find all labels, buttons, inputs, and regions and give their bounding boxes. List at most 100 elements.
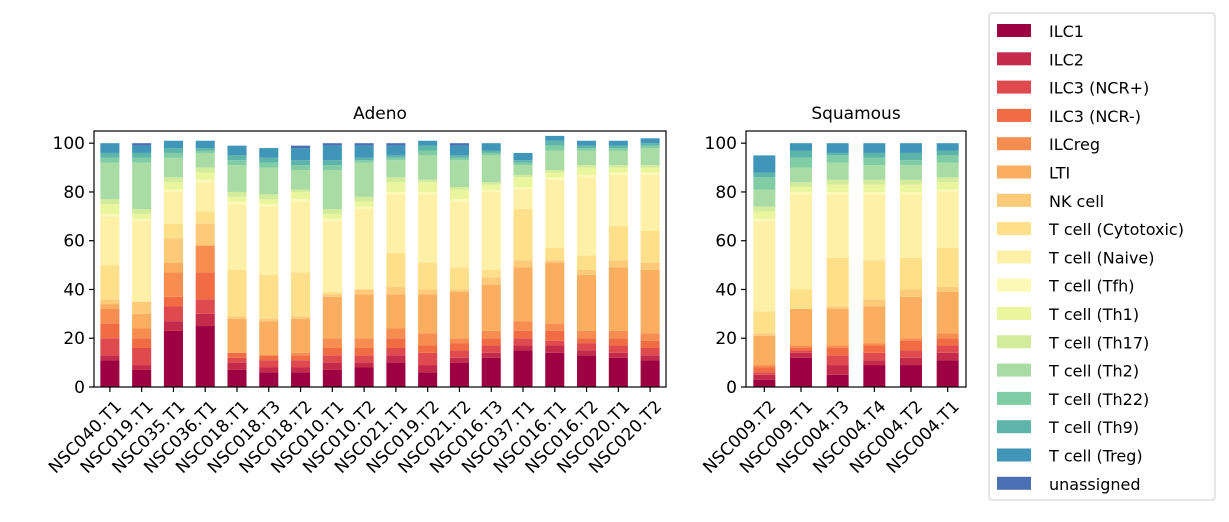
bar-segment-NSC035.T1-t-cell-th1- [163, 182, 183, 190]
y-tick-label: 100 [705, 134, 737, 154]
bar-segment-NSC037.T1-t-cell-th2- [513, 165, 533, 175]
legend-swatch-nk-cell [997, 193, 1031, 207]
bar-segment-NSC020.T1-t-cell-th2- [608, 150, 628, 166]
bar-segment-NSC020.T1-t-cell-treg- [608, 140, 628, 146]
bar-segment-NSC009.T1-ilc1 [790, 357, 812, 387]
bar-segment-NSC036.T1-t-cell-tfh- [195, 179, 215, 183]
bar-segment-NSC016.T1-t-cell-naive- [545, 179, 565, 249]
bar-segment-NSC018.T1-t-cell-cytotoxic- [227, 269, 247, 317]
bar-segment-NSC004.T4-ilc3-ncr- [863, 352, 886, 361]
bar-segment-NSC016.T2-ilc1 [577, 355, 597, 387]
bar-segment-NSC035.T1-t-cell-treg- [163, 140, 183, 149]
bar-segment-NSC016.T1-ilc2 [545, 345, 565, 353]
bar-segment-NSC004.T4-ilc2 [863, 360, 886, 366]
bar-segment-NSC016.T2-t-cell-th17- [577, 165, 597, 168]
bar-segment-NSC016.T2-t-cell-tfh- [577, 174, 597, 178]
bar-segment-NSC020.T1-nk-cell [608, 260, 628, 268]
bar-segment-NSC018.T3-ilc1 [259, 372, 279, 387]
bar-segment-NSC010.T1-ilc2 [322, 362, 342, 370]
bar-segment-NSC021.T1-ilc3-ncr- [386, 347, 406, 356]
bar-segment-NSC016.T2-ilc3-ncr- [577, 343, 597, 351]
bar-segment-NSC020.T2-t-cell-naive- [640, 174, 660, 231]
bar-segment-NSC016.T3-t-cell-th22- [481, 152, 501, 156]
bar-segment-NSC040.T1-lti [100, 304, 120, 309]
bar-segment-NSC018.T3-t-cell-th17- [259, 194, 279, 200]
bar-segment-NSC020.T2-ilc3-ncr- [640, 340, 660, 348]
bar-segment-NSC009.T2-t-cell-th17- [753, 206, 776, 212]
legend-swatch-t-cell-tfh- [997, 278, 1031, 292]
bar-segment-NSC018.T2-t-cell-cytotoxic- [291, 272, 311, 317]
bar-segment-NSC004.T2-ilc2 [900, 357, 922, 366]
bar-segment-NSC036.T1-t-cell-cytotoxic- [195, 211, 215, 224]
bar-segment-NSC035.T1-t-cell-th9- [163, 148, 183, 153]
bar-segment-NSC040.T1-ilcreg [100, 308, 120, 324]
bar-segment-NSC019.T1-ilc3-ncr- [132, 338, 152, 348]
bar-segment-NSC021.T2-nk-cell [449, 289, 469, 292]
bar-segment-NSC016.T3-t-cell-cytotoxic- [481, 269, 501, 278]
bar-segment-NSC020.T2-t-cell-th2- [640, 148, 660, 166]
bar-segment-NSC016.T3-t-cell-th1- [481, 184, 501, 190]
bar-segment-NSC020.T1-t-cell-th1- [608, 167, 628, 173]
bar-segment-NSC021.T2-ilc2 [449, 357, 469, 363]
bar-segment-NSC018.T2-nk-cell [291, 316, 311, 319]
bar-segment-NSC018.T2-t-cell-th1- [291, 191, 311, 200]
bar-segment-NSC021.T1-t-cell-th1- [386, 182, 406, 192]
bar-segment-NSC004.T3-t-cell-th2- [826, 162, 849, 180]
bar-segment-NSC035.T1-t-cell-naive- [163, 191, 183, 224]
bar-segment-NSC004.T1-t-cell-th22- [936, 155, 959, 163]
legend-swatch-lti [997, 165, 1031, 179]
bar-segment-NSC040.T1-t-cell-tfh- [100, 213, 120, 217]
bar-segment-NSC036.T1-ilc3-ncr- [195, 299, 215, 314]
bar-segment-NSC016.T3-t-cell-th2- [481, 155, 501, 183]
bar-segment-NSC004.T4-t-cell-th9- [863, 152, 886, 158]
bar-segment-NSC020.T2-ilc2 [640, 355, 660, 361]
bar-segment-NSC040.T1-ilc3-ncr- [100, 338, 120, 356]
bar-segment-NSC021.T2-t-cell-th9- [449, 155, 469, 158]
bar-segment-NSC020.T2-t-cell-treg- [640, 138, 660, 144]
bar-segment-NSC021.T2-t-cell-th22- [449, 157, 469, 161]
bar-segment-NSC009.T2-t-cell-cytotoxic- [753, 311, 776, 334]
bar-segment-NSC019.T2-t-cell-th9- [418, 145, 438, 151]
bar-segment-NSC004.T4-nk-cell [863, 299, 886, 307]
bar-segment-NSC016.T3-ilc2 [481, 352, 501, 358]
bar-segment-NSC016.T2-t-cell-th1- [577, 167, 597, 175]
bar-segment-NSC019.T1-t-cell-th1- [132, 213, 152, 219]
bar-segment-NSC004.T2-ilc3-ncr- [900, 340, 922, 351]
bar-segment-NSC020.T2-ilc1 [640, 360, 660, 387]
bar-segment-NSC010.T1-ilc3-ncr- [322, 355, 342, 363]
bar-segment-NSC019.T2-ilcreg [418, 333, 438, 346]
bar-segment-NSC035.T1-ilc3-ncr- [163, 296, 183, 307]
bar-segment-NSC020.T1-t-cell-naive- [608, 174, 628, 227]
bar-segment-NSC018.T1-t-cell-th2- [227, 165, 247, 192]
bar-segment-NSC037.T1-ilc3-ncr- [513, 330, 533, 339]
y-tick-label: 40 [63, 280, 85, 300]
legend-label: T cell (Th22) [1048, 390, 1149, 409]
bar-segment-NSC021.T1-t-cell-th22- [386, 157, 406, 161]
bar-segment-NSC019.T1-t-cell-treg- [132, 145, 152, 153]
bar-segment-NSC019.T1-t-cell-th22- [132, 157, 152, 163]
legend-swatch-ilcreg [997, 137, 1031, 151]
bar-segment-NSC010.T1-ilc1 [322, 369, 342, 387]
bar-segment-NSC009.T1-ilc2 [790, 352, 812, 358]
bar-segment-NSC004.T4-t-cell-th2- [863, 165, 886, 180]
bar-segment-NSC009.T1-ilc3-ncr- [790, 350, 812, 353]
bar-segment-NSC009.T2-t-cell-tfh- [753, 218, 776, 222]
bar-segment-NSC010.T2-t-cell-th22- [354, 160, 374, 163]
bar-segment-NSC019.T2-lti [418, 294, 438, 334]
bar-segment-NSC037.T1-t-cell-tfh- [513, 187, 533, 190]
bar-segment-NSC018.T1-t-cell-th22- [227, 160, 247, 166]
bar-segment-NSC040.T1-ilc1 [100, 360, 120, 387]
bar-segment-NSC010.T2-ilc3-ncr- [354, 347, 374, 356]
bar-segment-NSC019.T1-ilc2 [132, 365, 152, 370]
bar-segment-NSC021.T2-t-cell-th17- [449, 187, 469, 190]
bar-segment-NSC009.T1-t-cell-th1- [790, 187, 812, 192]
bar-segment-NSC016.T3-ilc1 [481, 357, 501, 387]
bar-segment-NSC037.T1-t-cell-th1- [513, 177, 533, 188]
bar-segment-NSC004.T3-lti [826, 308, 849, 346]
bar-segment-NSC004.T2-t-cell-th2- [900, 165, 922, 180]
bar-segment-NSC020.T1-ilc1 [608, 357, 628, 387]
y-tick-label: 20 [63, 329, 85, 349]
bar-segment-NSC018.T1-t-cell-th1- [227, 196, 247, 202]
legend-label: unassigned [1049, 475, 1141, 494]
bar-segment-NSC016.T3-t-cell-naive- [481, 191, 501, 270]
